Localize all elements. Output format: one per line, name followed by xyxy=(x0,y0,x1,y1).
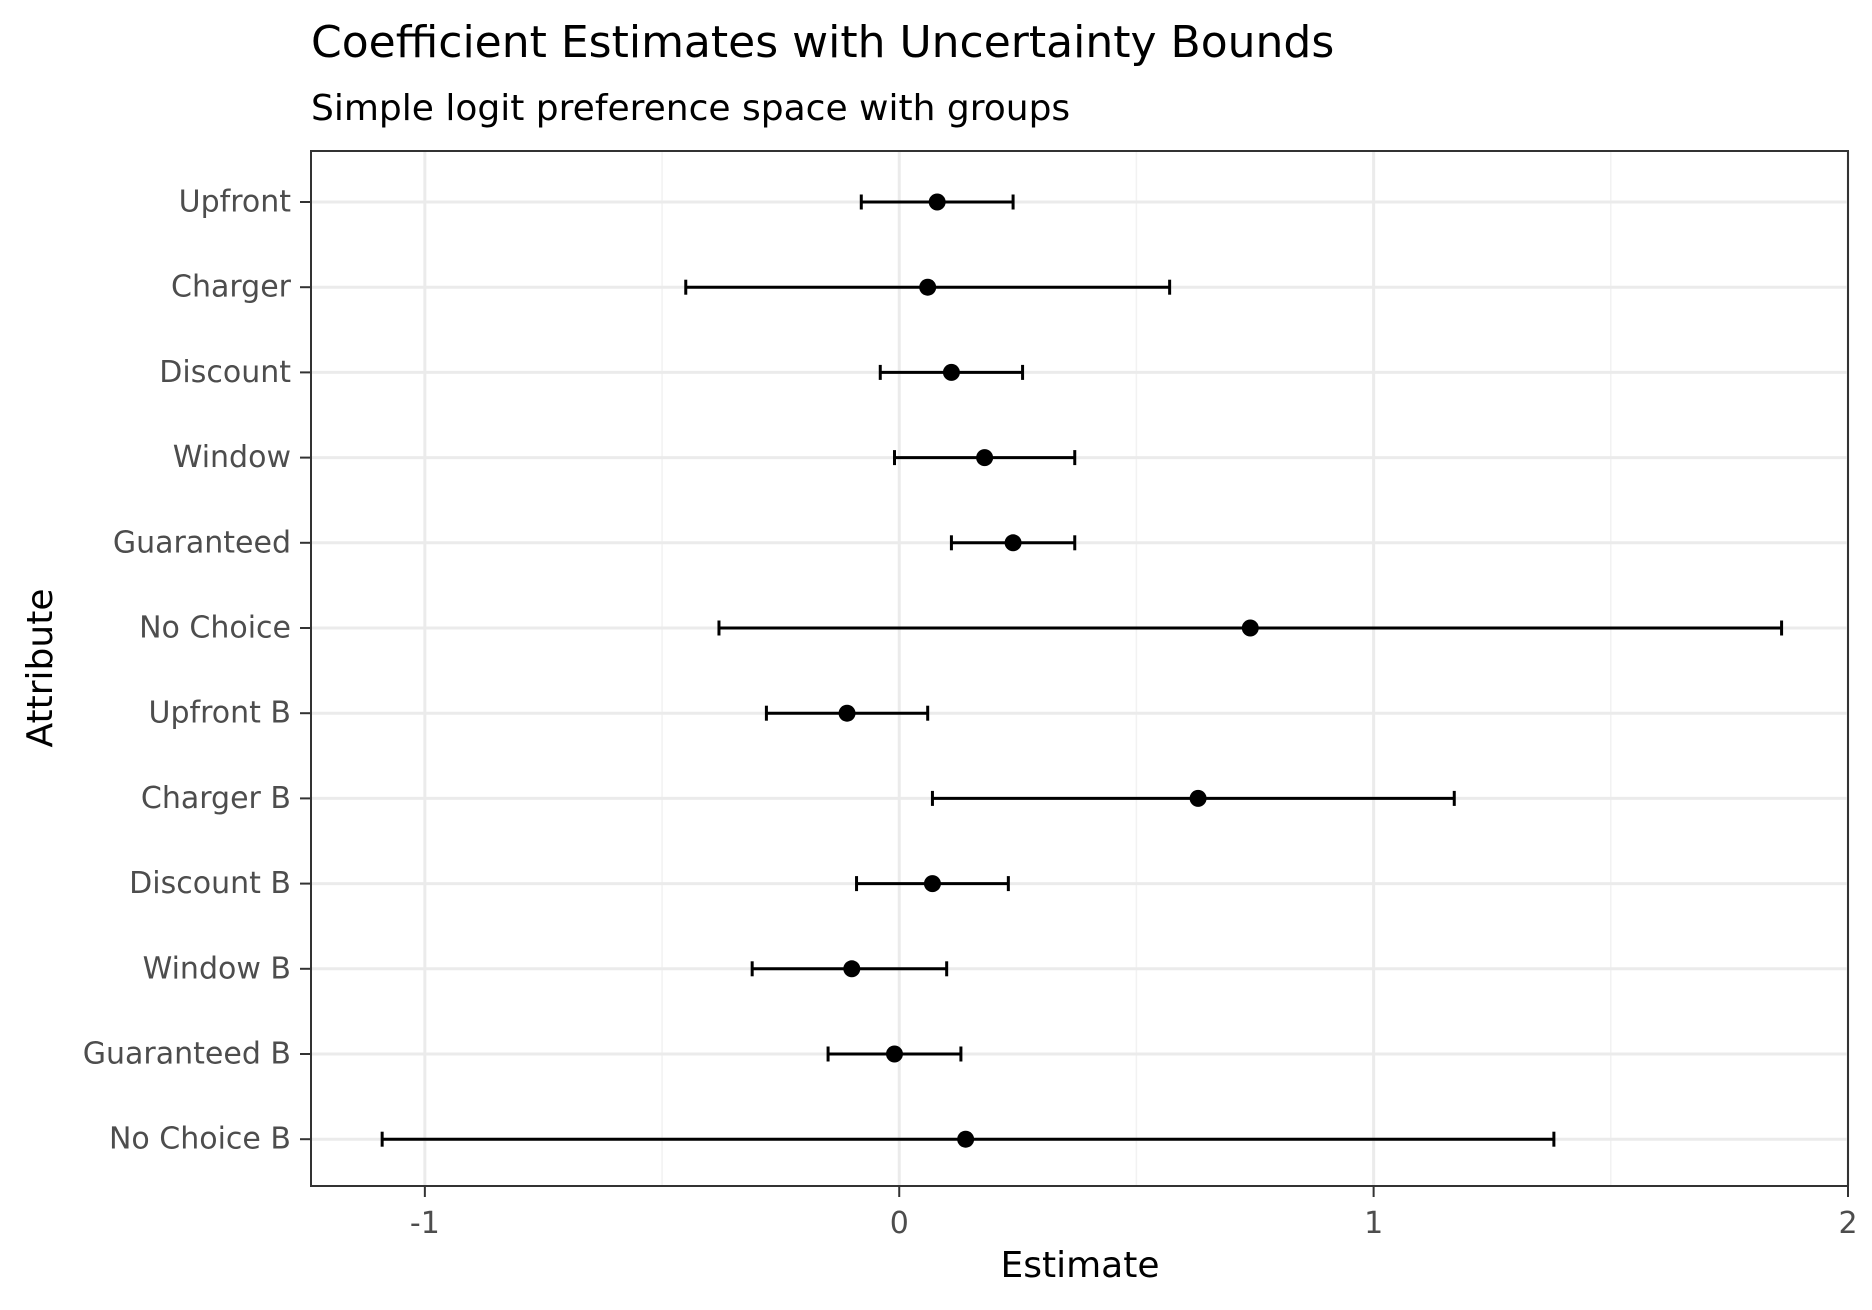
error-bars xyxy=(380,194,1784,1147)
chart-title: Coefficient Estimates with Uncertainty B… xyxy=(311,17,1334,68)
y-tick-label: Discount B xyxy=(129,866,291,901)
y-tick-label: Upfront B xyxy=(149,696,292,731)
y-tick-label: No Choice xyxy=(139,611,291,646)
x-tick-label: 1 xyxy=(1364,1206,1383,1241)
chart-subtitle: Simple logit preference space with group… xyxy=(311,88,1070,129)
estimate-point xyxy=(957,1130,975,1148)
estimate-point xyxy=(1241,619,1259,637)
panel-border xyxy=(310,150,1849,1187)
y-axis: Upfront Charger Discount Window Guaranteed No… xyxy=(83,185,311,1157)
estimate-point xyxy=(976,449,994,467)
estimate-point xyxy=(919,278,937,296)
y-tick-label: Discount xyxy=(159,355,291,390)
y-tick-label: Charger B xyxy=(141,781,291,816)
estimate-point xyxy=(885,1045,903,1063)
x-tick-label: 2 xyxy=(1838,1206,1857,1241)
estimate-point xyxy=(923,875,941,893)
estimate-point xyxy=(843,960,861,978)
y-tick-label: Window B xyxy=(143,951,291,986)
x-tick-label: -1 xyxy=(410,1206,440,1241)
estimate-point xyxy=(1189,789,1207,807)
grid-lines xyxy=(311,151,1850,1186)
estimate-point xyxy=(928,193,946,211)
estimate-point xyxy=(1004,534,1022,552)
estimate-point xyxy=(838,704,856,722)
y-tick-label: Upfront xyxy=(179,185,292,220)
x-axis-title: Estimate xyxy=(1000,1245,1159,1286)
y-tick-label: Window xyxy=(173,440,291,475)
estimate-point xyxy=(942,363,960,381)
y-tick-label: Guaranteed B xyxy=(83,1037,291,1072)
y-tick-label: Charger xyxy=(171,270,292,305)
y-tick-label: Guaranteed xyxy=(113,525,291,560)
x-tick-label: 0 xyxy=(890,1206,909,1241)
y-axis-title: Attribute xyxy=(20,589,61,748)
x-axis: -1 0 1 2 xyxy=(410,1186,1858,1241)
estimate-points xyxy=(838,193,1259,1148)
y-tick-label: No Choice B xyxy=(109,1122,291,1157)
